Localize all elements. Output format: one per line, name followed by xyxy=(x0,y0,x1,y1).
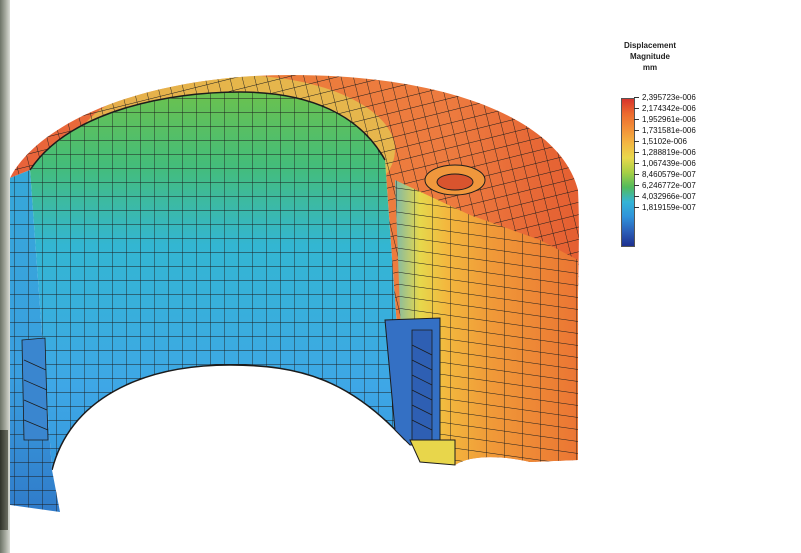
legend-unit: mm xyxy=(642,63,658,72)
displacement-legend: Displacement Magnitude mm 2,395723e-006 … xyxy=(600,40,770,270)
legend-value: 4,032966e-007 xyxy=(634,191,696,202)
legend-labels: 2,395723e-006 2,174342e-006 1,952961e-00… xyxy=(634,92,696,213)
color-scale-bar xyxy=(621,98,635,247)
legend-value: 1,5102e-006 xyxy=(634,136,696,147)
legend-title-line1: Displacement xyxy=(623,41,677,50)
legend-value: 8,460579e-007 xyxy=(634,169,696,180)
legend-value: 2,395723e-006 xyxy=(634,92,696,103)
inner-bore-surface xyxy=(29,91,406,471)
legend-value: 6,246772e-007 xyxy=(634,180,696,191)
bolt-hole-section xyxy=(21,317,456,466)
viewport-left-border xyxy=(0,0,10,553)
legend-value: 1,952961e-006 xyxy=(634,114,696,125)
legend-value: 1,288819e-006 xyxy=(634,147,696,158)
legend-title-line2: Magnitude xyxy=(630,52,670,61)
legend-value: 1,731581e-006 xyxy=(634,125,696,136)
legend-value: 2,174342e-006 xyxy=(634,103,696,114)
viewport-left-border-shadow xyxy=(0,430,8,530)
legend-value: 1,819159e-007 xyxy=(634,202,696,213)
legend-value: 1,067439e-006 xyxy=(634,158,696,169)
legend-title: Displacement Magnitude mm xyxy=(600,40,700,73)
